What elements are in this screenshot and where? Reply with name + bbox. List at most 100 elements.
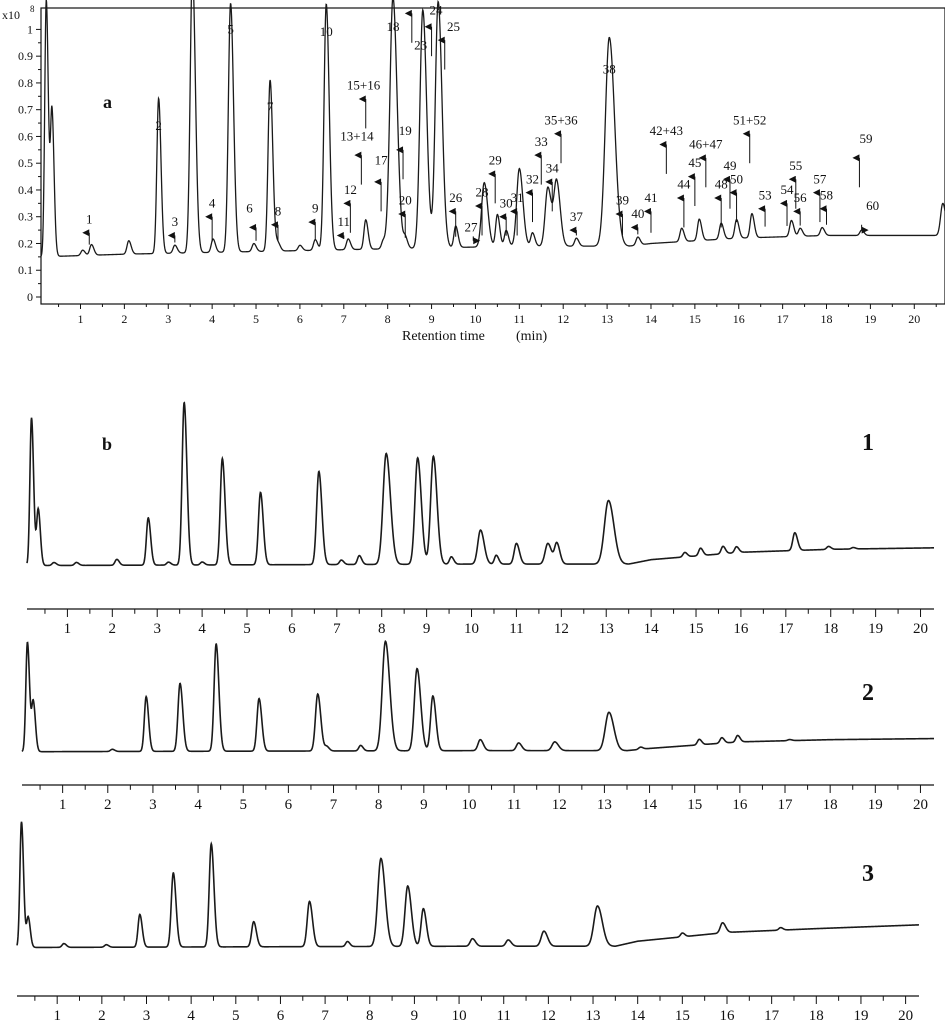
peak-number-label: 42+43: [650, 123, 683, 138]
x-tick-label: 8: [375, 797, 383, 813]
peak-annotation: 56: [793, 190, 807, 226]
peak-number-label: 48: [715, 177, 728, 192]
peak-number-label: 5: [227, 21, 234, 36]
panel-a-x-axis: 1 2 3 4 5 6 7 8 9 10 11 12 13 14 15 16 17 18 19 20: [58, 304, 937, 326]
peak-number-label: 57: [813, 171, 827, 186]
x-tick-label: 10: [461, 797, 476, 813]
x-tick-label: 11: [496, 1008, 510, 1024]
x-tick-label: 8: [385, 312, 391, 326]
peak-number-label: 26: [449, 190, 463, 205]
x-tick-label: 14: [644, 621, 660, 637]
peak-annotation: 13+14: [340, 128, 374, 185]
sample-3-chromatogram-trace: [16, 821, 920, 949]
peak-number-label: 33: [535, 134, 548, 149]
y-tick-label: 1: [27, 22, 33, 36]
x-tick-label: 15: [689, 621, 704, 637]
x-tick-label: 20: [908, 312, 920, 326]
peak-number-label: 20: [399, 193, 412, 208]
peak-number-label: 37: [570, 209, 584, 224]
x-tick-label: 18: [823, 797, 838, 813]
peak-annotation: 50: [729, 171, 743, 223]
x-tick-label: 10: [452, 1008, 467, 1024]
peak-annotation: 27: [465, 219, 481, 245]
x-tick-label: 1: [64, 621, 72, 637]
x-tick-label: 20: [913, 797, 928, 813]
peak-number-label: 25: [447, 19, 460, 34]
peak-annotation: 51+52: [733, 112, 766, 164]
x-tick-label: 1: [59, 797, 67, 813]
peak-number-label: 41: [644, 190, 657, 205]
peak-number-label: 8: [275, 203, 282, 218]
peak-number-label: 3: [172, 214, 179, 229]
x-tick-label: 1: [53, 1008, 61, 1024]
x-tick-label: 12: [554, 621, 569, 637]
x-tick-label: 13: [601, 312, 613, 326]
sample-1-chromatogram-trace: [26, 401, 934, 567]
x-tick-label: 13: [586, 1008, 601, 1024]
peak-number-label: 40: [631, 206, 644, 221]
peak-number-label: 29: [489, 153, 502, 168]
peak-annotation: 58: [819, 187, 833, 225]
peak-number-label: 28: [476, 185, 489, 200]
x-tick-label: 18: [821, 312, 833, 326]
x-tick-label: 3: [153, 621, 161, 637]
peak-annotation: 12: [343, 182, 357, 233]
peak-annotation: 23: [414, 37, 427, 52]
x-tick-label: 6: [285, 797, 293, 813]
sample-1-x-axis: 1 2 3 4 5 6 7 8 9 10 11 12 13 14 15 16 17 18 19 20: [27, 608, 934, 637]
x-tick-label: 3: [143, 1008, 151, 1024]
peak-number-label: 55: [789, 158, 802, 173]
peak-annotation: 18: [386, 19, 399, 34]
peak-number-label: 18: [386, 19, 399, 34]
x-tick-label: 16: [733, 312, 745, 326]
x-tick-label: 15: [689, 312, 701, 326]
peak-number-label: 39: [616, 193, 629, 208]
x-tick-label: 4: [209, 312, 215, 326]
x-tick-label: 12: [552, 797, 567, 813]
x-tick-label: 7: [341, 312, 347, 326]
peak-annotation: 4: [205, 195, 216, 242]
x-tick-label: 1: [77, 312, 83, 326]
x-tick-label: 3: [149, 797, 157, 813]
peak-annotation: 33: [534, 134, 548, 185]
peak-annotation: 28: [475, 185, 489, 236]
peak-number-label: 17: [375, 153, 389, 168]
peak-number-label: 9: [312, 201, 319, 216]
peak-number-label: 34: [546, 161, 560, 176]
peak-annotation: 8: [270, 203, 282, 241]
peak-annotation: 41: [643, 190, 657, 233]
peak-annotation: 10: [320, 24, 333, 39]
peak-number-label: 24: [429, 3, 443, 18]
peak-annotation: 11: [336, 214, 350, 240]
x-tick-label: 6: [297, 312, 303, 326]
peak-annotation: 3: [167, 214, 179, 243]
peak-number-label: 4: [209, 195, 216, 210]
x-tick-label: 9: [429, 312, 435, 326]
peak-number-label: 45: [688, 155, 701, 170]
y-tick-label: 0.9: [18, 49, 33, 63]
peak-annotation: 6: [246, 201, 257, 241]
peak-number-label: 49: [723, 158, 736, 173]
x-axis-unit: (min): [516, 329, 547, 344]
peak-number-label: 6: [246, 201, 253, 216]
panel-b-label: b: [102, 434, 112, 454]
peak-annotation: 2: [155, 118, 162, 133]
x-tick-label: 2: [121, 312, 127, 326]
x-tick-label: 6: [288, 621, 296, 637]
sample-2-chromatogram-trace: [21, 640, 935, 753]
y-tick-label: 0.2: [18, 236, 33, 250]
peak-annotation: 45: [687, 155, 701, 207]
x-tick-label: 16: [733, 621, 749, 637]
panel-a-label: a: [103, 92, 112, 112]
peak-annotation: 21+22: [404, 9, 413, 43]
peak-number-label: 27: [465, 219, 479, 234]
x-tick-label: 4: [194, 797, 202, 813]
peak-number-label: 30: [500, 195, 513, 210]
peak-annotation: 59: [852, 131, 873, 188]
x-tick-label: 18: [823, 621, 838, 637]
peak-annotation: 31: [510, 190, 524, 236]
y-tick-label: 0.3: [18, 210, 33, 224]
peak-annotation: 24: [424, 3, 443, 57]
x-tick-label: 19: [868, 621, 883, 637]
x-tick-label: 5: [232, 1008, 240, 1024]
